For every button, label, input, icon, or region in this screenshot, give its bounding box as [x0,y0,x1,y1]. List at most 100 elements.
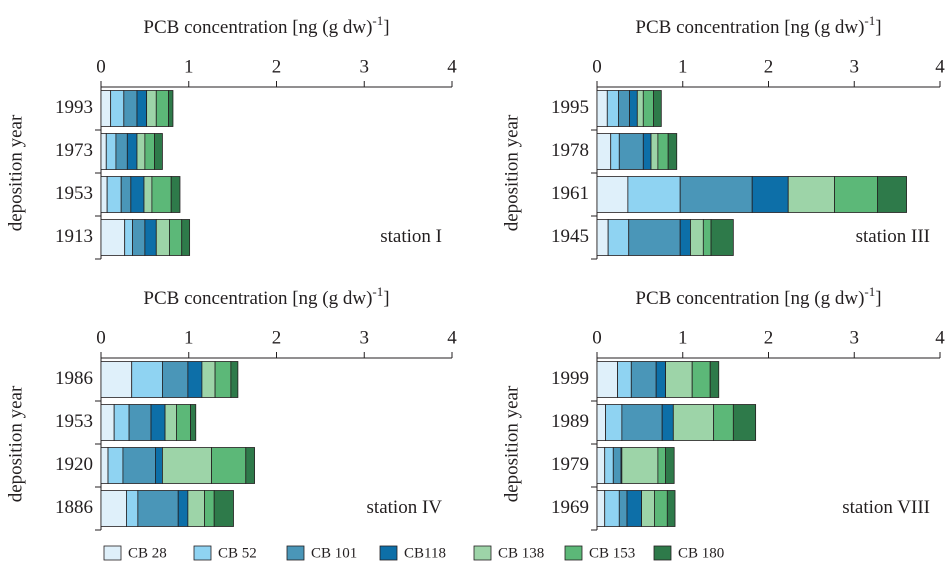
bar-segment [105,133,117,170]
bar-segment [605,404,623,441]
bar-segment [604,447,614,484]
x-tick-label: 4 [935,56,945,77]
bar-segment [618,490,628,527]
bar-segment [709,361,720,398]
bar-segment [596,361,618,398]
bar-segment [672,404,715,441]
bar-segment [628,219,681,256]
bar-segment [170,176,181,213]
bar-segment [629,90,638,127]
bar-segment [130,176,145,213]
x-axis-title-sup: -1 [372,284,383,299]
legend-swatch [193,545,212,561]
x-tick-label: 0 [592,56,602,77]
bar-segment [657,133,669,170]
annotation: station IV [367,497,443,518]
bar-segment [604,490,620,527]
bar-segment [187,490,205,527]
y-tick-label: 1953 [55,183,93,204]
bar-segment [690,219,704,256]
bar-segment [596,404,606,441]
bar-segment [665,447,675,484]
bar-segment [214,361,232,398]
x-tick-label: 0 [96,56,106,77]
bar-segment [612,447,622,484]
bar-segment [661,404,674,441]
bar-segment [107,447,124,484]
bar-segment [100,176,108,213]
bar-segment [204,490,215,527]
bar-segment [618,90,630,127]
y-tick-label: 1973 [55,140,93,161]
bar-segment [665,361,693,398]
x-tick-label: 1 [678,327,688,348]
y-tick-label: 1886 [55,497,93,518]
bar-segment [190,404,197,441]
bar-segment [710,219,734,256]
bar-segment [187,361,203,398]
bar-segment [181,219,191,256]
x-tick-label: 2 [272,56,282,77]
x-tick-label: 2 [764,56,774,77]
bar-segment [230,361,239,398]
x-axis-title-text: PCB concentration [ng (g dw) [635,17,864,38]
legend-label: CB 180 [678,545,724,561]
bar-segment [113,404,130,441]
bar-segment [126,133,138,170]
bar-segment [666,490,676,527]
y-tick-label: 1999 [551,368,589,389]
bar-segment [169,219,183,256]
bar-segment [751,176,789,213]
annotation: station I [380,226,442,247]
legend-swatch [286,545,305,561]
bar-segment [162,447,212,484]
bar-segment [100,219,126,256]
bar-segment [610,133,620,170]
bar-segment [211,447,247,484]
legend-swatch [564,545,583,561]
bar-segment [621,447,659,484]
x-tick-label: 0 [592,327,602,348]
bar-segment [123,90,138,127]
bar-segment [132,219,146,256]
bar-segment [100,133,107,170]
bar-segment [627,176,681,213]
y-tick-label: 1986 [55,368,93,389]
y-tick-label: 1989 [551,411,589,432]
bar-segment [136,133,146,170]
bar-segment [596,490,606,527]
y-tick-label: 1913 [55,226,93,247]
x-axis-title-suffix: ] [383,288,389,309]
y-axis-title: deposition year [5,114,26,231]
bar-segment [713,404,734,441]
y-axis-title: deposition year [5,385,26,502]
y-tick-label: 1961 [551,183,589,204]
x-axis-title-suffix: ] [875,288,881,309]
x-axis-title: PCB concentration [ng (g dw)-1] [635,13,881,38]
x-axis-title-text: PCB concentration [ng (g dw) [635,288,864,309]
bar-segment [834,176,878,213]
bar-segment [245,447,255,484]
y-tick-label: 1995 [551,97,589,118]
bar-segment [596,219,609,256]
bar-segment [621,404,663,441]
x-axis-title-text: PCB concentration [ng (g dw) [143,17,372,38]
bar-segment [110,90,125,127]
legend-swatch [653,545,672,561]
bar-segment [691,361,711,398]
legend-label: CB118 [404,545,446,561]
bar-segment [596,176,629,213]
bar-segment [177,490,189,527]
legend-swatch [379,545,398,561]
bar-segment [137,490,179,527]
bar-segment [120,176,132,213]
bar-segment [702,219,712,256]
bar-segment [150,404,166,441]
bar-segment [877,176,907,213]
bar-segment [213,490,234,527]
y-tick-label: 1945 [551,226,589,247]
x-tick-label: 4 [935,327,945,348]
x-tick-label: 4 [447,327,457,348]
bar-segment [143,176,153,213]
x-tick-label: 2 [764,327,774,348]
